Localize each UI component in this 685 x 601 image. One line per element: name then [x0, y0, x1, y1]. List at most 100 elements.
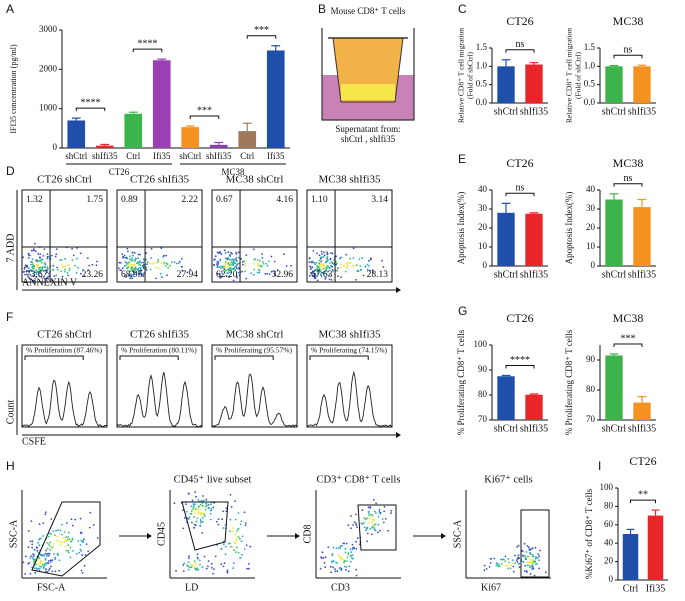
quadrant-value: 3.14	[371, 195, 388, 205]
event-dot	[366, 517, 368, 519]
event-dot	[235, 551, 238, 553]
event-dot	[199, 519, 202, 521]
chart-title: CT26	[629, 454, 656, 468]
event-dot	[191, 499, 194, 502]
event-dot	[190, 505, 193, 508]
chart-title: CT26	[506, 311, 533, 325]
event-dot	[59, 259, 62, 262]
event-dot	[225, 275, 228, 277]
event-dot	[137, 257, 140, 259]
y-tick-label: 0	[53, 142, 58, 152]
event-dot	[233, 262, 236, 264]
quadrant-value: 73.67	[26, 270, 48, 280]
event-dot	[377, 523, 380, 526]
event-dot	[205, 502, 208, 505]
event-dot	[245, 277, 248, 280]
event-dot	[328, 278, 331, 281]
y-tick-label: 10	[478, 241, 488, 251]
y-axis-label: Relative CD8⁺ T cell migration	[565, 28, 574, 123]
event-dot	[24, 573, 26, 575]
event-dot	[331, 554, 333, 557]
gate-bracket	[119, 355, 179, 360]
event-dot	[229, 518, 232, 521]
event-dot	[52, 545, 55, 548]
event-dot	[367, 510, 370, 513]
event-dot	[145, 258, 148, 261]
event-dot	[65, 540, 68, 542]
event-dot	[352, 524, 354, 526]
event-dot	[311, 275, 314, 277]
event-dot	[532, 567, 535, 570]
event-dot	[77, 540, 80, 542]
event-dot	[217, 266, 220, 269]
x-tick-label: shCtrl	[602, 423, 627, 434]
event-dot	[537, 553, 540, 556]
event-dot	[340, 568, 343, 570]
event-dot	[346, 264, 349, 267]
event-dot	[81, 571, 84, 574]
event-dot	[145, 252, 148, 255]
event-dot	[323, 562, 326, 564]
event-dot	[131, 274, 134, 276]
event-dot	[44, 262, 46, 265]
event-dot	[363, 517, 366, 520]
event-dot	[131, 257, 134, 259]
plot-title: CT26 shCtrl	[37, 174, 92, 186]
event-dot	[384, 518, 387, 520]
event-dot	[545, 571, 547, 574]
plot-frame	[306, 344, 393, 428]
event-dot	[211, 562, 213, 565]
event-dot	[529, 552, 531, 555]
event-dot	[137, 269, 140, 272]
event-dot	[270, 270, 273, 273]
event-dot	[71, 538, 74, 541]
event-dot	[48, 275, 50, 277]
event-dot	[182, 527, 185, 530]
event-dot	[138, 273, 141, 276]
event-dot	[497, 565, 500, 568]
histogram-curve	[21, 379, 108, 428]
panel-label: E	[458, 152, 466, 166]
event-dot	[138, 271, 141, 274]
event-dot	[128, 262, 131, 265]
event-dot	[87, 269, 90, 272]
event-dot	[232, 264, 235, 267]
event-dot	[60, 533, 63, 536]
event-dot	[349, 548, 352, 551]
event-dot	[40, 276, 43, 278]
plot-frame	[116, 189, 203, 283]
event-dot	[220, 267, 222, 269]
event-dot	[201, 499, 203, 502]
quadrant-value: 2.22	[181, 195, 198, 205]
event-dot	[61, 265, 64, 268]
event-dot	[119, 269, 121, 271]
event-dot	[84, 554, 87, 556]
event-dot	[126, 262, 129, 265]
event-dot	[37, 264, 40, 267]
quadrant-value: 27.94	[177, 270, 199, 280]
event-dot	[330, 571, 332, 574]
event-dot	[79, 548, 82, 551]
event-dot	[339, 263, 342, 266]
event-dot	[201, 532, 204, 534]
event-dot	[92, 524, 95, 526]
event-dot	[63, 270, 66, 273]
event-dot	[516, 546, 519, 548]
event-dot	[30, 555, 32, 558]
event-dot	[244, 524, 247, 527]
event-dot	[177, 262, 180, 265]
event-dot	[517, 554, 520, 556]
event-dot	[382, 521, 385, 524]
event-dot	[246, 567, 249, 570]
plot-frame	[21, 189, 108, 283]
event-dot	[368, 269, 371, 272]
event-dot	[187, 557, 190, 560]
event-dot	[283, 253, 285, 256]
event-dot	[488, 566, 491, 568]
event-dot	[314, 263, 317, 266]
event-dot	[317, 269, 320, 271]
event-dot	[139, 264, 142, 266]
event-dot	[533, 574, 536, 577]
event-dot	[178, 260, 181, 263]
event-dot	[181, 269, 184, 272]
